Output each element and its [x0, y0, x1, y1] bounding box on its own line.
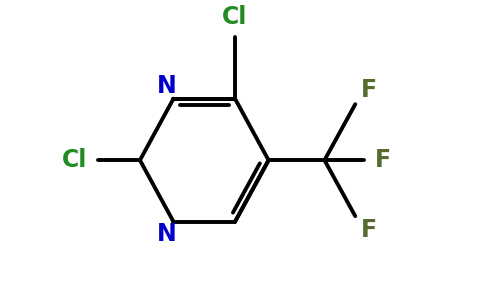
Text: F: F: [361, 218, 377, 242]
Text: Cl: Cl: [61, 148, 87, 172]
Text: Cl: Cl: [222, 5, 248, 29]
Text: F: F: [361, 78, 377, 102]
Text: N: N: [157, 74, 177, 98]
Text: F: F: [375, 148, 391, 172]
Text: N: N: [157, 222, 177, 246]
